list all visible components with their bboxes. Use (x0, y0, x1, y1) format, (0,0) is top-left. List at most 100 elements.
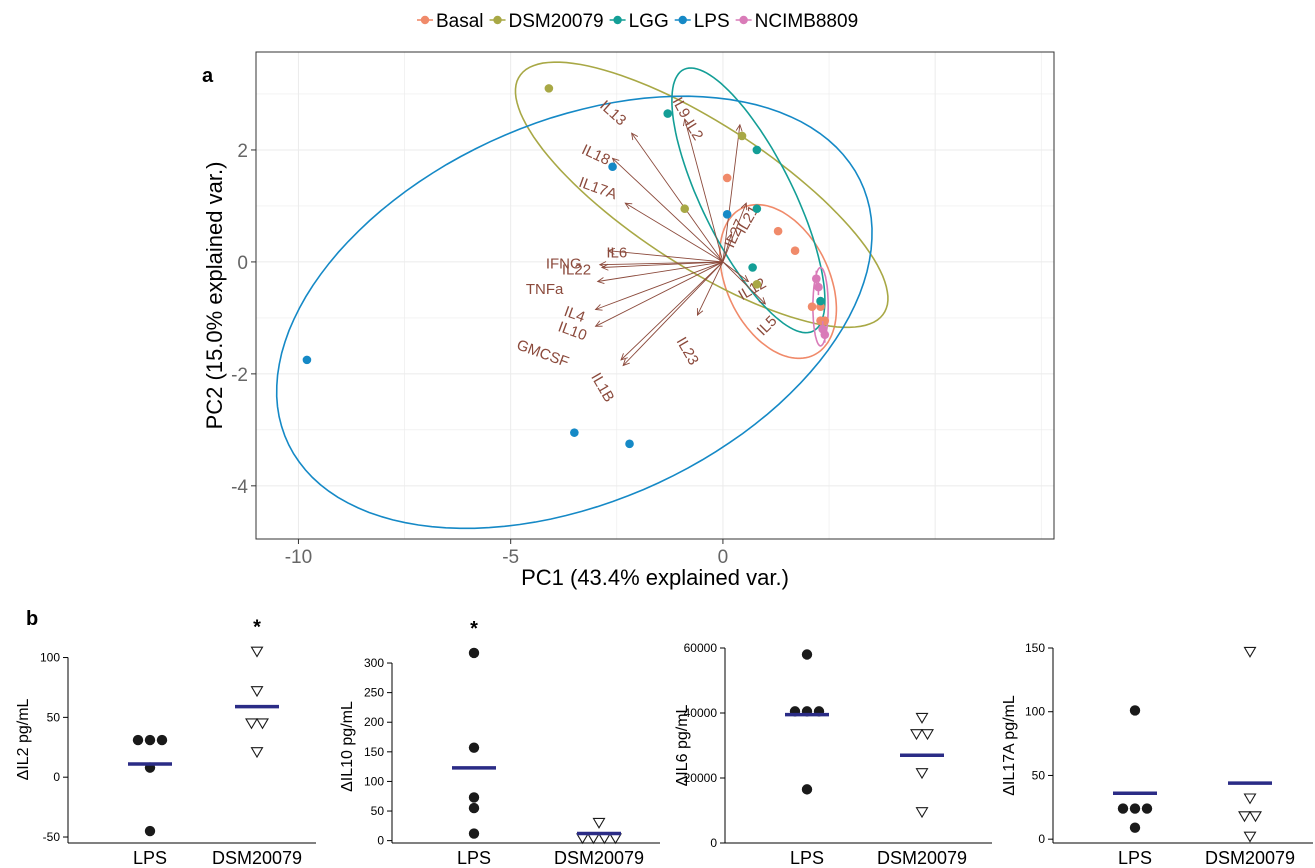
y-tick-label: 100 (40, 651, 60, 665)
data-point-dsm20079 (915, 712, 929, 724)
arrowhead-il21 (740, 202, 748, 211)
pca-plot-border (255, 51, 1055, 540)
data-point-lps (144, 734, 156, 746)
legend-item-ncimb8809: NCIMB8809 (735, 11, 858, 32)
point-lgg (816, 296, 825, 306)
ellipse-lps (275, 95, 873, 530)
y-tick-label: 0 (237, 253, 248, 274)
arrow-il21 (722, 202, 747, 263)
panel-label-a: a (202, 65, 214, 87)
arrowhead-il6 (607, 247, 616, 255)
arrow-il10 (595, 261, 724, 327)
data-point-dsm20079 (1249, 811, 1262, 823)
y-tick-label: 150 (1025, 641, 1045, 655)
data-point-lps (468, 802, 480, 814)
data-point-lps (132, 734, 144, 746)
data-point-lps (1141, 803, 1153, 814)
pca-biplot: -10 -5 0 -4 -2 0 2 PC1 (43.4% explained var.) PC… (202, 51, 1055, 590)
point-lps (608, 162, 617, 172)
category-label-lps: LPS (1118, 848, 1152, 868)
point-lgg (752, 204, 762, 214)
loading-label-ifng: IFNG (546, 256, 582, 273)
data-point-dsm20079 (250, 646, 264, 658)
y-tick-label: 60000 (684, 641, 718, 655)
y-tick-label: -2 (231, 365, 248, 386)
category-label-dsm20079: DSM20079 (554, 848, 644, 868)
dot-plot-delta-il6-pg-ml: 0 20000 40000 60000 ΔIL6 pg/mL LPS DSM20079 (674, 641, 992, 868)
x-tick-label: 0 (718, 547, 729, 568)
point-lgg (752, 145, 762, 155)
arrowhead-il17a (624, 202, 633, 210)
legend-label: Basal (436, 11, 484, 32)
arrow-il13 (631, 132, 724, 263)
legend-item-lps: LPS (674, 11, 730, 32)
y-tick-label: -50 (43, 830, 61, 844)
data-point-lps (468, 742, 480, 753)
dot-plots: -50 0 50 100 ΔIL2 pg/mL LPS DSM20079 * 0 50 100 150… (15, 617, 1313, 868)
y-axis-title: ΔIL10 pg/mL (339, 701, 356, 792)
pca-plot-background (256, 52, 1054, 539)
arrowhead-il23 (696, 308, 704, 317)
data-point-lps (1129, 803, 1141, 814)
data-point-dsm20079 (256, 718, 269, 730)
y-axis-title: PC2 (15.0% explained var.) (202, 162, 227, 430)
legend-label: LGG (629, 11, 669, 32)
arrowhead-il1b (622, 358, 630, 367)
data-point-dsm20079 (1238, 811, 1251, 823)
y-tick-label: 100 (1025, 705, 1045, 719)
data-point-lps (1117, 803, 1129, 814)
x-axis-title: PC1 (43.4% explained var.) (521, 565, 789, 590)
data-point-dsm20079 (1243, 646, 1257, 658)
data-point-dsm20079 (915, 807, 929, 819)
legend-key-marker (493, 15, 502, 25)
data-point-lps (468, 647, 480, 659)
arrowhead-il22 (600, 263, 609, 271)
arrow-il2 (722, 124, 741, 262)
significance-marker: * (253, 617, 261, 639)
point-dsm20079 (544, 84, 554, 93)
y-tick-label: 0 (377, 834, 384, 848)
ellipse-lgg (671, 67, 826, 334)
arrow-il22 (601, 261, 723, 268)
data-point-dsm20079 (910, 729, 923, 741)
point-basal (807, 302, 817, 311)
loading-label-il4: IL4 (562, 303, 587, 326)
arrow-gmcsf (620, 261, 724, 361)
point-basal (790, 246, 800, 256)
loading-label-il22: IL22 (562, 261, 591, 278)
y-axis-title: ΔIL6 pg/mL (674, 704, 691, 786)
y-tick-label: 0 (710, 836, 717, 850)
pca-points (302, 84, 830, 449)
data-point-lps (801, 649, 813, 660)
ellipse-basal (718, 203, 838, 360)
point-lps (570, 428, 579, 437)
data-point-dsm20079 (1243, 831, 1257, 843)
y-tick-label: 50 (371, 804, 385, 818)
y-tick-label: 2 (237, 141, 248, 162)
arrowhead-il2 (735, 123, 743, 132)
dot-plot-delta-il17a-pg-ml: 0 50 100 150 ΔIL17A pg/mL LPS DSM20079 (1001, 641, 1313, 868)
legend-key-marker (739, 15, 748, 25)
legend-item-dsm20079: DSM20079 (489, 11, 604, 32)
arrow-il1b (622, 261, 724, 366)
point-basal (773, 226, 783, 236)
y-tick-label: -4 (231, 477, 248, 498)
arrow-il18 (612, 158, 724, 263)
category-label-lps: LPS (790, 848, 824, 868)
arrowhead-il5 (758, 297, 767, 305)
y-tick-label: 20000 (684, 771, 718, 785)
arrow-il12 (722, 261, 749, 282)
legend-key-marker (678, 15, 687, 25)
legend-key-marker (420, 15, 430, 25)
category-label-dsm20079: DSM20079 (212, 848, 302, 868)
legend-label: DSM20079 (509, 11, 604, 32)
confidence-ellipses (275, 61, 889, 530)
y-tick-label: 100 (364, 774, 384, 788)
point-lps (722, 210, 732, 219)
arrowhead-il12 (741, 275, 750, 283)
data-point-dsm20079 (250, 686, 264, 698)
point-basal (820, 316, 830, 325)
arrow-il4 (595, 261, 724, 310)
y-tick-label: 0 (53, 770, 60, 784)
